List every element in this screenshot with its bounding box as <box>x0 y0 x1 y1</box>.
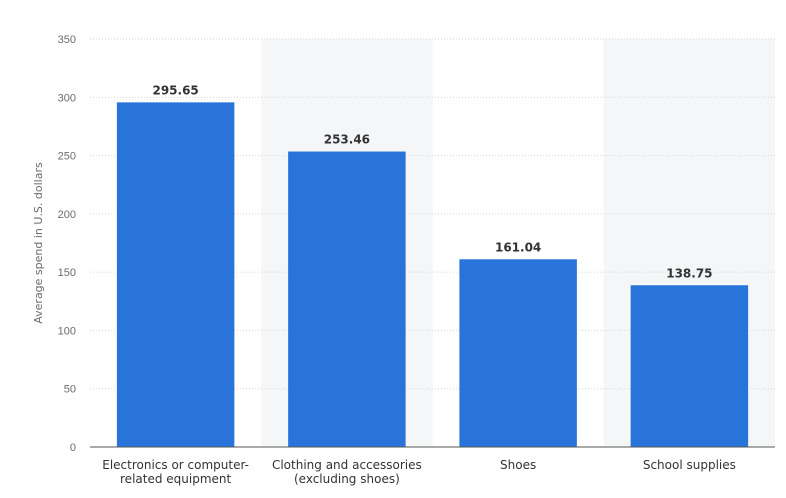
x-category-label: School supplies <box>643 458 736 472</box>
value-label: 161.04 <box>495 240 541 254</box>
y-tick-label: 300 <box>58 92 76 104</box>
bar[interactable] <box>116 102 235 448</box>
bar[interactable] <box>288 151 406 447</box>
x-category-label: related equipment <box>120 472 231 486</box>
value-label: 138.75 <box>666 266 712 280</box>
x-category-label: Clothing and accessories <box>272 458 422 472</box>
x-category-label: Shoes <box>500 458 536 472</box>
x-axis-categories: Electronics or computer-related equipmen… <box>102 458 736 486</box>
y-tick-label: 200 <box>58 209 76 221</box>
value-label: 295.65 <box>152 83 198 97</box>
x-category-label: Electronics or computer- <box>102 458 249 472</box>
value-label: 253.46 <box>324 133 370 147</box>
y-axis-label: Average spend in U.S. dollars <box>32 162 45 324</box>
y-tick-label: 150 <box>58 267 76 279</box>
bar[interactable] <box>459 259 577 447</box>
bars <box>116 102 749 448</box>
y-tick-label: 50 <box>64 384 76 396</box>
y-axis-ticks: 0 50 100 150 200 250 300 350 <box>58 34 76 454</box>
y-tick-label: 350 <box>58 34 76 46</box>
x-category-label: (excluding shoes) <box>294 472 400 486</box>
y-tick-label: 0 <box>70 442 76 454</box>
y-tick-label: 250 <box>58 151 76 163</box>
value-labels: 295.65 253.46 161.04 138.75 <box>152 83 712 280</box>
bar[interactable] <box>630 285 749 447</box>
y-tick-label: 100 <box>58 325 76 337</box>
